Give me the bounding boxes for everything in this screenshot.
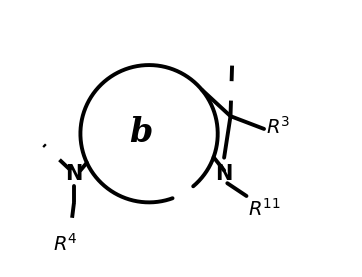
Text: N: N [215,164,233,184]
Text: $R^3$: $R^3$ [266,116,290,138]
Text: N: N [65,164,83,184]
Text: $R^4$: $R^4$ [53,233,78,255]
Text: b: b [129,116,153,149]
Text: $R^{11}$: $R^{11}$ [248,198,281,219]
